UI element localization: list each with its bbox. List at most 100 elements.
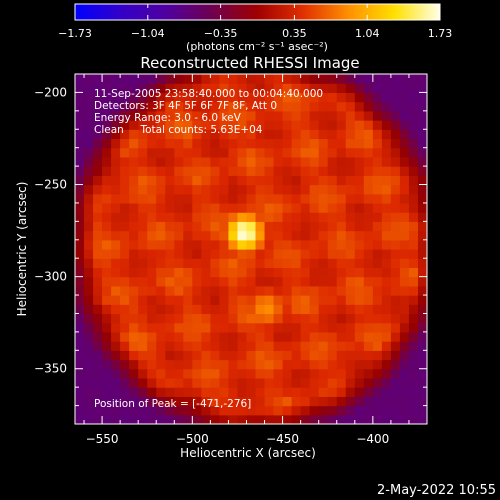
heatmap-cell (93, 359, 103, 370)
heatmap-cell (228, 396, 239, 407)
heatmap-cell (138, 331, 148, 342)
heatmap-cell (174, 120, 184, 130)
heatmap-cell (84, 341, 94, 351)
heatmap-cell (300, 322, 311, 333)
heatmap-cell (147, 249, 157, 259)
heatmap-cell (372, 249, 383, 259)
heatmap-cell (264, 129, 275, 140)
heatmap-cell (219, 92, 230, 103)
heatmap-cell (174, 304, 184, 315)
heatmap-cell (300, 405, 311, 416)
heatmap-cell (147, 387, 157, 397)
heatmap-cell (75, 304, 85, 315)
heatmap-cell (120, 276, 130, 287)
heatmap-cell (354, 166, 365, 176)
heatmap-cell (390, 249, 401, 259)
heatmap-cell (273, 368, 284, 379)
heatmap-cell (246, 166, 257, 176)
annotation-detectors: Detectors: 3F 4F 5F 6F 7F 8F, Att 0 (94, 100, 277, 112)
heatmap-cell (363, 249, 374, 259)
heatmap-cell (84, 350, 94, 361)
heatmap-cell (111, 156, 121, 167)
heatmap-cell (408, 350, 419, 361)
heatmap-cell (291, 350, 302, 361)
heatmap-cell (399, 230, 410, 241)
heatmap-cell (372, 258, 383, 269)
heatmap-cell (246, 276, 257, 287)
heatmap-cell (318, 359, 329, 370)
colorbar-tick-label: 1.04 (355, 27, 380, 40)
heatmap-cell (282, 396, 293, 407)
heatmap-cell (156, 101, 166, 112)
heatmap-cell (282, 138, 293, 149)
heatmap-cell (201, 147, 211, 158)
heatmap-cell (255, 258, 266, 269)
heatmap-cell (336, 129, 347, 140)
heatmap-cell (201, 285, 211, 296)
heatmap-cell (300, 92, 311, 103)
heatmap-cell (363, 92, 374, 103)
heatmap-cell (201, 193, 211, 204)
heatmap-cell (372, 341, 383, 351)
heatmap-cell (156, 202, 166, 213)
heatmap-cell (183, 193, 193, 204)
heatmap-cell (84, 331, 94, 342)
heatmap-cell (327, 120, 338, 130)
heatmap-cell (363, 313, 374, 324)
heatmap-cell (336, 92, 347, 103)
heatmap-cell (408, 101, 419, 112)
heatmap-cell (192, 331, 202, 342)
heatmap-cell (282, 331, 293, 342)
heatmap-cell (174, 322, 184, 333)
heatmap-cell (408, 92, 419, 103)
heatmap-cell (327, 156, 338, 167)
x-tick-label: −400 (356, 432, 389, 446)
heatmap-cell (219, 304, 230, 315)
heatmap-cell (228, 387, 239, 397)
heatmap-cell (84, 147, 94, 158)
heatmap-cell (93, 230, 103, 241)
heatmap-cell (399, 101, 410, 112)
heatmap-cell (120, 414, 130, 424)
heatmap-cell (192, 92, 202, 103)
heatmap-cell (300, 184, 311, 195)
heatmap-cell (219, 322, 230, 333)
heatmap-cell (93, 110, 103, 121)
heatmap-cell (174, 258, 184, 269)
heatmap-cell (417, 377, 427, 388)
heatmap-cell (237, 285, 248, 296)
heatmap-cell (183, 230, 193, 241)
heatmap-cell (273, 230, 284, 241)
heatmap-cell (408, 184, 419, 195)
heatmap-cell (219, 120, 230, 130)
heatmap-cell (318, 249, 329, 259)
heatmap-cell (264, 313, 275, 324)
heatmap-cell (381, 156, 392, 167)
plot-area: −550 −500 −450 −400 −200−250−300−350 11-Sep… (34, 73, 428, 446)
heatmap-cell (246, 359, 257, 370)
heatmap-cell (192, 377, 202, 388)
heatmap-cell (93, 267, 103, 278)
heatmap-cell (399, 212, 410, 222)
heatmap-cell (210, 202, 221, 213)
heatmap-cell (363, 147, 374, 158)
heatmap-cell (264, 166, 275, 176)
heatmap-cell (165, 331, 175, 342)
heatmap-cell (129, 368, 139, 379)
heatmap-cell (228, 101, 239, 112)
heatmap-cell (165, 359, 175, 370)
heatmap-cell (336, 110, 347, 121)
heatmap-cell (93, 92, 103, 103)
heatmap-cell (309, 313, 320, 324)
heatmap-cell (345, 267, 356, 278)
heatmap-cell (75, 331, 85, 342)
heatmap-cell (381, 74, 392, 84)
heatmap-cell (372, 295, 383, 305)
heatmap-cell (75, 101, 85, 112)
heatmap-cell (102, 138, 112, 149)
heatmap-cell (246, 120, 257, 130)
heatmap-cell (255, 322, 266, 333)
heatmap-cell (273, 414, 284, 424)
heatmap-cell (147, 101, 157, 112)
heatmap-cell (390, 331, 401, 342)
